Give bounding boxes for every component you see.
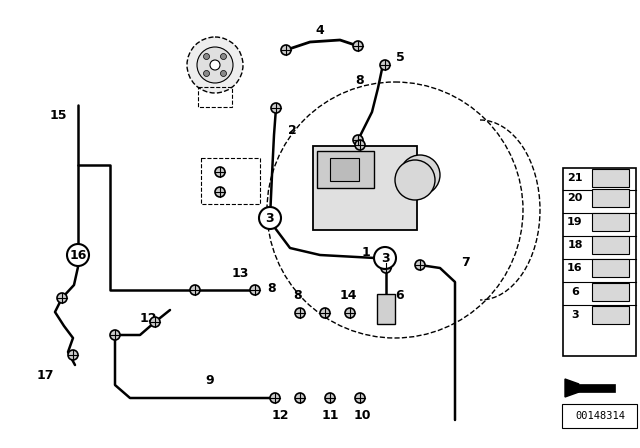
FancyBboxPatch shape <box>592 213 629 231</box>
Circle shape <box>355 393 365 403</box>
Text: 8: 8 <box>356 73 364 86</box>
Circle shape <box>204 53 209 60</box>
Circle shape <box>250 285 260 295</box>
Circle shape <box>187 37 243 93</box>
Text: 13: 13 <box>231 267 249 280</box>
FancyBboxPatch shape <box>565 384 615 392</box>
Circle shape <box>221 53 227 60</box>
Text: 11: 11 <box>321 409 339 422</box>
Text: 17: 17 <box>36 369 54 382</box>
Circle shape <box>415 260 425 270</box>
FancyBboxPatch shape <box>592 236 629 254</box>
Circle shape <box>381 263 391 273</box>
FancyBboxPatch shape <box>330 158 358 181</box>
Circle shape <box>374 247 396 269</box>
Text: 3: 3 <box>381 251 389 264</box>
Circle shape <box>353 41 363 51</box>
Circle shape <box>204 70 209 77</box>
Text: 6: 6 <box>571 287 579 297</box>
FancyBboxPatch shape <box>317 151 374 188</box>
Text: 16: 16 <box>567 263 583 273</box>
Circle shape <box>215 167 225 177</box>
Text: 8: 8 <box>294 289 302 302</box>
FancyBboxPatch shape <box>592 259 629 277</box>
Circle shape <box>57 293 67 303</box>
FancyBboxPatch shape <box>562 404 637 428</box>
Text: 16: 16 <box>69 249 86 262</box>
FancyBboxPatch shape <box>592 189 629 207</box>
Text: 6: 6 <box>396 289 404 302</box>
Text: 4: 4 <box>316 23 324 36</box>
Text: 19: 19 <box>567 217 583 227</box>
Circle shape <box>380 60 390 70</box>
Text: 12: 12 <box>140 311 157 324</box>
Circle shape <box>210 60 220 70</box>
Text: 3: 3 <box>571 310 579 320</box>
Text: 1: 1 <box>362 246 371 258</box>
Text: 14: 14 <box>339 289 356 302</box>
Circle shape <box>215 187 225 197</box>
Circle shape <box>320 308 330 318</box>
Circle shape <box>68 350 78 360</box>
Text: 7: 7 <box>461 255 470 268</box>
Text: 5: 5 <box>396 51 404 64</box>
Text: 21: 21 <box>567 173 583 183</box>
Circle shape <box>395 160 435 200</box>
Circle shape <box>325 393 335 403</box>
Text: 9: 9 <box>205 374 214 387</box>
Circle shape <box>150 317 160 327</box>
Text: 00148314: 00148314 <box>575 411 625 421</box>
Circle shape <box>345 308 355 318</box>
Circle shape <box>281 45 291 55</box>
Circle shape <box>259 207 281 229</box>
FancyBboxPatch shape <box>313 146 417 230</box>
Text: 10: 10 <box>353 409 371 422</box>
Circle shape <box>190 285 200 295</box>
Text: 15: 15 <box>49 108 67 121</box>
Polygon shape <box>565 379 579 397</box>
Circle shape <box>355 140 365 150</box>
Circle shape <box>400 155 440 195</box>
Circle shape <box>67 244 89 266</box>
Text: 3: 3 <box>266 211 275 224</box>
Circle shape <box>295 393 305 403</box>
Circle shape <box>271 103 281 113</box>
Circle shape <box>353 135 363 145</box>
Text: 2: 2 <box>287 124 296 137</box>
FancyBboxPatch shape <box>592 306 629 324</box>
Circle shape <box>295 308 305 318</box>
FancyBboxPatch shape <box>377 294 395 324</box>
Circle shape <box>270 393 280 403</box>
Circle shape <box>197 47 233 83</box>
Text: 8: 8 <box>268 281 276 294</box>
Text: 20: 20 <box>567 193 582 203</box>
Text: 12: 12 <box>271 409 289 422</box>
Circle shape <box>221 70 227 77</box>
Circle shape <box>110 330 120 340</box>
Text: 18: 18 <box>567 240 583 250</box>
FancyBboxPatch shape <box>592 283 629 301</box>
FancyBboxPatch shape <box>592 169 629 187</box>
